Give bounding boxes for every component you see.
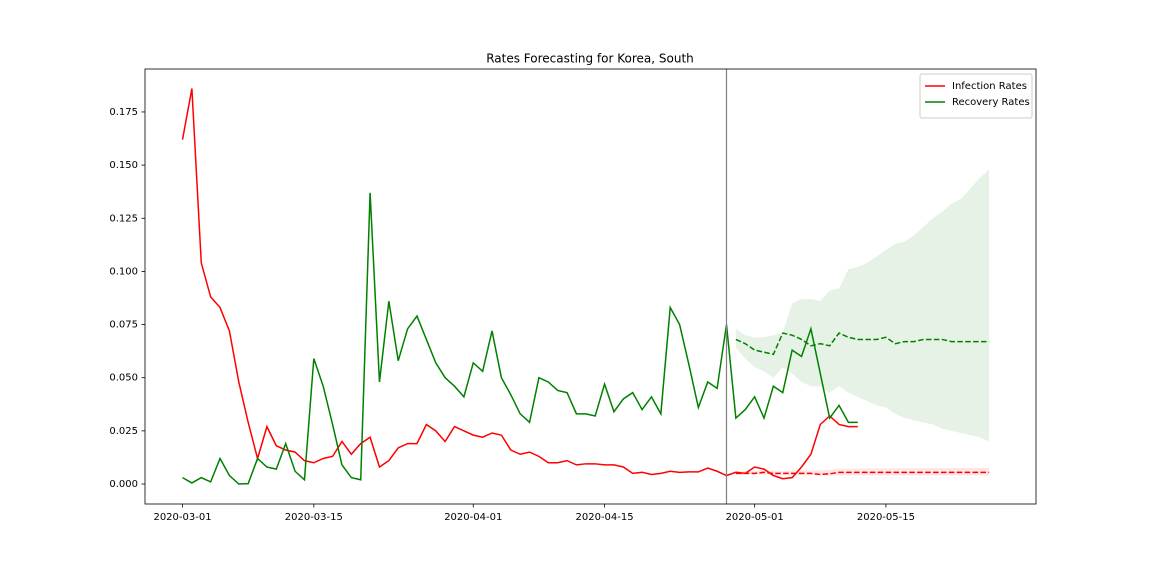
data-line [182,192,858,485]
y-tick-label: 0.150 [109,160,138,171]
x-tick-label: 2020-03-01 [153,512,211,523]
legend-box [919,73,1033,119]
y-tick-label: 0.175 [109,107,138,118]
y-tick-label: 0.025 [109,426,138,437]
plot-frame [144,68,1037,505]
x-tick-label: 2020-03-15 [285,512,343,523]
x-tick-label: 2020-04-15 [576,512,634,523]
x-tick-label: 2020-05-01 [726,512,784,523]
chart-title: Rates Forecasting for Korea, South [486,52,694,66]
y-tick-label: 0.000 [109,479,138,490]
y-tick-label: 0.125 [109,213,138,224]
y-tick-label: 0.050 [109,373,138,384]
forecast-line [735,471,990,476]
legend-label: Infection Rates [952,81,1027,92]
data-line [181,88,858,480]
x-tick-label: 2020-05-15 [857,512,915,523]
y-tick-label: 0.075 [109,320,138,331]
forecast-line [735,332,990,356]
confidence-band [735,169,990,442]
x-tick-label: 2020-04-01 [444,512,502,523]
y-tick-label: 0.100 [109,266,138,277]
legend-label: Recovery Rates [952,97,1030,108]
